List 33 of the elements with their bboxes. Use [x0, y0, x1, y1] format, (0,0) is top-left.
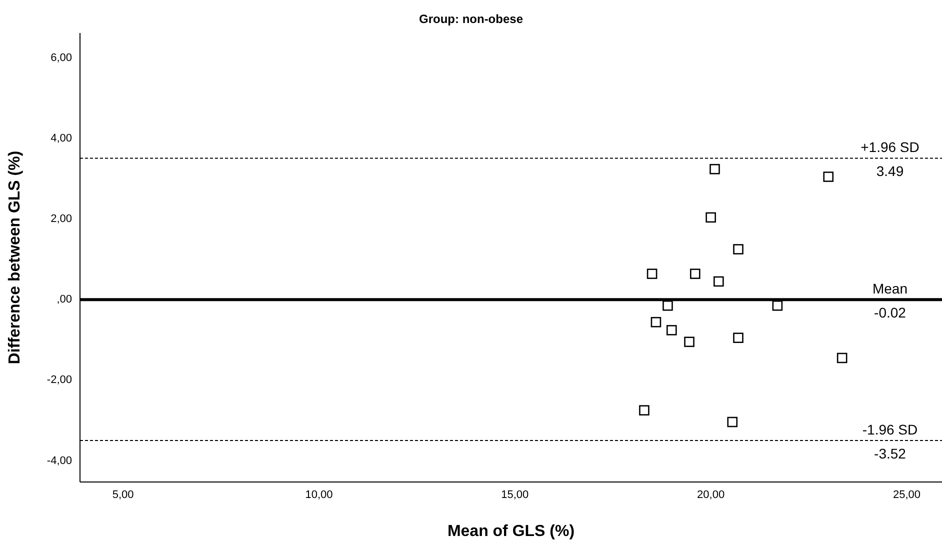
y-tick-label: 6,00 [50, 52, 72, 64]
point [650, 316, 662, 328]
point [684, 336, 694, 348]
point [666, 325, 677, 336]
point [706, 212, 716, 223]
x-tick-label: 25,00 [892, 488, 920, 501]
ref-line-label: -1.96 SD -3.52 [862, 422, 918, 462]
x-tick-label: 15,00 [501, 488, 529, 501]
point [772, 300, 783, 311]
point [690, 268, 700, 279]
point [662, 300, 673, 311]
point [714, 276, 724, 287]
point [639, 405, 650, 416]
y-tick-label: ,00 [56, 294, 72, 306]
y-tick-label: -4,00 [46, 454, 72, 467]
y-axis-title: Difference between GLS (%) [6, 150, 24, 364]
point [823, 172, 834, 182]
point [710, 164, 720, 174]
chart-title: Group: non-obese [418, 12, 524, 26]
x-axis-title: Mean of GLS (%) [447, 523, 575, 540]
point [727, 416, 738, 428]
y-tick-label: 4,00 [50, 132, 72, 145]
x-tick-label: 5,00 [112, 488, 134, 501]
point [836, 352, 848, 364]
x-tick-label: 10,00 [305, 488, 333, 501]
y-tick-label: -2,00 [46, 374, 72, 386]
point [646, 268, 658, 279]
point [733, 244, 744, 254]
ref-line-label: +1.96 SD 3.49 [860, 139, 920, 180]
x-tick-label: 20,00 [697, 488, 725, 501]
ref-line-label: Mean -0.02 [872, 280, 908, 321]
y-tick-label: 2,00 [50, 213, 72, 226]
point [733, 332, 744, 343]
